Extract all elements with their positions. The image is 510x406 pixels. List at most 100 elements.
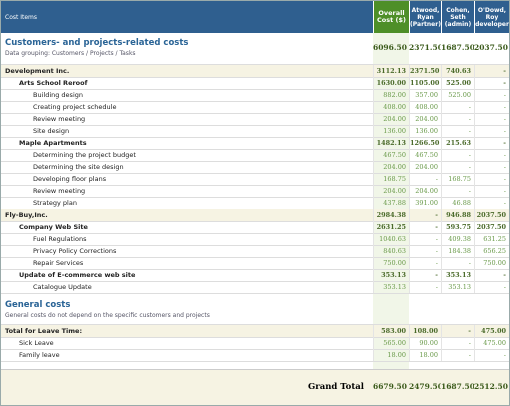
column-header: Cost Items bbox=[1, 1, 373, 33]
task-name: Repair Services bbox=[33, 259, 84, 267]
row-divider bbox=[1, 197, 509, 198]
row-divider bbox=[1, 269, 509, 270]
task-name: Family leave bbox=[19, 351, 60, 359]
task-name: Review meeting bbox=[33, 115, 86, 123]
task-value: - bbox=[474, 197, 509, 209]
row-divider bbox=[1, 77, 509, 78]
task-name: Fuel Regulations bbox=[33, 235, 87, 243]
column-header: Cohen, Seth (admin) bbox=[441, 1, 474, 33]
project-name: Maple Apartments bbox=[19, 139, 87, 147]
task-name: Catalogue Update bbox=[33, 283, 92, 291]
section-subtitle: Data grouping: Customers / Projects / Ta… bbox=[5, 50, 136, 57]
task-value: 882.00 bbox=[373, 89, 409, 101]
task-name: Review meeting bbox=[33, 187, 86, 195]
task-value: - bbox=[474, 281, 509, 293]
group-value: 108.00 bbox=[409, 325, 441, 337]
task-name: Sick Leave bbox=[19, 339, 54, 347]
task-value: - bbox=[441, 337, 474, 349]
customer-value: - bbox=[409, 209, 441, 221]
customer-value: 3112.13 bbox=[373, 65, 409, 77]
project-value: - bbox=[474, 77, 509, 89]
task-name: Building design bbox=[33, 91, 83, 99]
task-value: 353.13 bbox=[373, 281, 409, 293]
task-value: 18.00 bbox=[409, 349, 441, 361]
task-value: - bbox=[441, 161, 474, 173]
task-value: - bbox=[441, 125, 474, 137]
grand-total-value: 6679.50 bbox=[373, 382, 407, 391]
task-value: - bbox=[474, 149, 509, 161]
task-value: 168.75 bbox=[373, 173, 409, 185]
task-value: - bbox=[474, 113, 509, 125]
task-value: 750.00 bbox=[373, 257, 409, 269]
project-value: - bbox=[474, 269, 509, 281]
row-divider bbox=[1, 173, 509, 174]
task-value: - bbox=[441, 185, 474, 197]
task-value: 475.00 bbox=[474, 337, 509, 349]
task-value: 631.25 bbox=[474, 233, 509, 245]
task-value: 204.00 bbox=[409, 185, 441, 197]
row-divider bbox=[1, 349, 509, 350]
task-value: 90.00 bbox=[409, 337, 441, 349]
project-value: 1482.13 bbox=[373, 137, 409, 149]
project-value: 1630.00 bbox=[373, 77, 409, 89]
grand-total-label: Grand Total bbox=[307, 382, 364, 392]
task-value: - bbox=[474, 161, 509, 173]
row-divider bbox=[1, 293, 509, 294]
task-value: - bbox=[474, 173, 509, 185]
project-value: 2037.50 bbox=[474, 221, 509, 233]
project-value: - bbox=[474, 137, 509, 149]
task-value: 525.00 bbox=[441, 89, 474, 101]
task-value: 46.88 bbox=[441, 197, 474, 209]
task-value: 204.00 bbox=[373, 161, 409, 173]
task-name: Strategy plan bbox=[33, 199, 77, 207]
row-divider bbox=[1, 113, 509, 114]
row-divider bbox=[1, 257, 509, 258]
task-name: Creating project schedule bbox=[33, 103, 117, 111]
group-value: 475.00 bbox=[474, 325, 509, 337]
project-value: 1266.50 bbox=[409, 137, 440, 149]
group-value: - bbox=[441, 325, 474, 337]
task-value: - bbox=[409, 245, 441, 257]
project-value: - bbox=[409, 269, 441, 281]
task-value: - bbox=[474, 89, 509, 101]
project-name: Arts School Reroof bbox=[19, 79, 88, 87]
project-value: 353.13 bbox=[441, 269, 474, 281]
task-value: - bbox=[409, 173, 441, 185]
task-value: 136.00 bbox=[373, 125, 409, 137]
task-value: - bbox=[474, 125, 509, 137]
section-value: 6096.50 bbox=[373, 43, 407, 52]
column-header: Atwood, Ryan (Partner) bbox=[409, 1, 441, 33]
grand-total-bg bbox=[1, 369, 509, 405]
project-value: - bbox=[409, 221, 441, 233]
row-divider bbox=[1, 221, 509, 222]
task-value: 408.00 bbox=[373, 101, 409, 113]
row-bg bbox=[1, 65, 509, 77]
section-subtitle: General costs do not depend on the speci… bbox=[5, 312, 210, 319]
task-value: - bbox=[409, 281, 441, 293]
project-value: 2631.25 bbox=[373, 221, 409, 233]
row-divider bbox=[1, 137, 509, 138]
task-value: - bbox=[474, 101, 509, 113]
task-value: - bbox=[441, 113, 474, 125]
customer-value: 946.88 bbox=[441, 209, 474, 221]
task-name: Site design bbox=[33, 127, 70, 135]
project-value: 1105.00 bbox=[409, 77, 440, 89]
project-value: 353.13 bbox=[373, 269, 409, 281]
customer-name: Development Inc. bbox=[5, 67, 70, 75]
row-divider bbox=[1, 281, 509, 282]
customer-value: - bbox=[474, 65, 509, 77]
task-name: Developing floor plans bbox=[33, 175, 107, 183]
task-value: 565.00 bbox=[373, 337, 409, 349]
row-bg bbox=[1, 209, 509, 221]
task-value: 184.38 bbox=[441, 245, 474, 257]
task-value: - bbox=[409, 233, 441, 245]
section-value: 2371.50 bbox=[409, 43, 441, 52]
column-header: Overall Cost ($) bbox=[373, 1, 409, 33]
section-title: General costs bbox=[5, 300, 71, 310]
customer-name: Fly-Buy,Inc. bbox=[5, 211, 48, 219]
task-value: - bbox=[474, 349, 509, 361]
task-name: Determining the site design bbox=[33, 163, 124, 171]
section-value: 1687.50 bbox=[441, 43, 474, 52]
grand-total-value: 2512.50 bbox=[474, 382, 508, 391]
